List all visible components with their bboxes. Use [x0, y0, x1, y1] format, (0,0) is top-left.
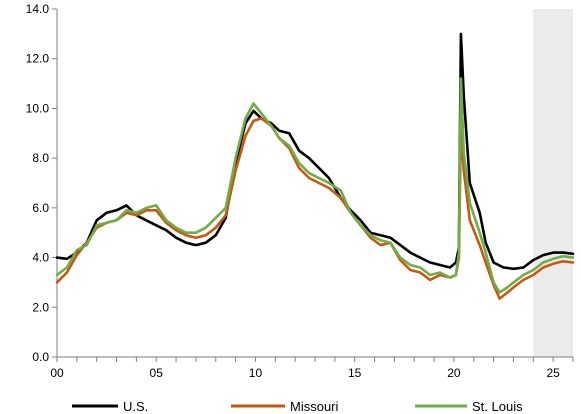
legend-label-missouri: Missouri	[290, 399, 339, 414]
x-axis-ticks: 00 05 10 15 20 25	[50, 357, 574, 380]
series-line-u-s	[55, 32, 575, 271]
y-tick-label: 12.0	[26, 52, 50, 66]
x-tick-label: 25	[546, 366, 560, 380]
y-tick-label: 14.0	[26, 2, 50, 16]
legend-label-us: U.S.	[123, 399, 148, 414]
x-tick-label: 10	[249, 366, 263, 380]
legend-item-us: U.S.	[72, 399, 148, 414]
x-tick-label: 05	[150, 366, 164, 380]
forecast-shaded-region	[533, 9, 573, 357]
legend: U.S. Missouri St. Louis	[72, 399, 523, 414]
y-tick-label: 2.0	[32, 300, 49, 314]
y-tick-label: 6.0	[32, 201, 49, 215]
legend-label-st-louis: St. Louis	[472, 399, 523, 414]
series-lines	[55, 32, 575, 300]
y-tick-label: 8.0	[32, 151, 49, 165]
y-tick-label: 10.0	[26, 101, 50, 115]
series-line-missouri	[55, 117, 575, 300]
x-tick-label: 00	[50, 366, 64, 380]
y-axis-ticks: 0.0 2.0 4.0 6.0 8.0 10.0 12.0 14.0	[26, 2, 57, 364]
x-tick-label: 20	[447, 366, 461, 380]
series-line-st-louis	[55, 77, 575, 294]
y-tick-label: 4.0	[32, 251, 49, 265]
legend-item-missouri: Missouri	[231, 399, 339, 414]
legend-item-st-louis: St. Louis	[415, 399, 523, 414]
x-tick-label: 15	[348, 366, 362, 380]
y-tick-label: 0.0	[32, 350, 49, 364]
